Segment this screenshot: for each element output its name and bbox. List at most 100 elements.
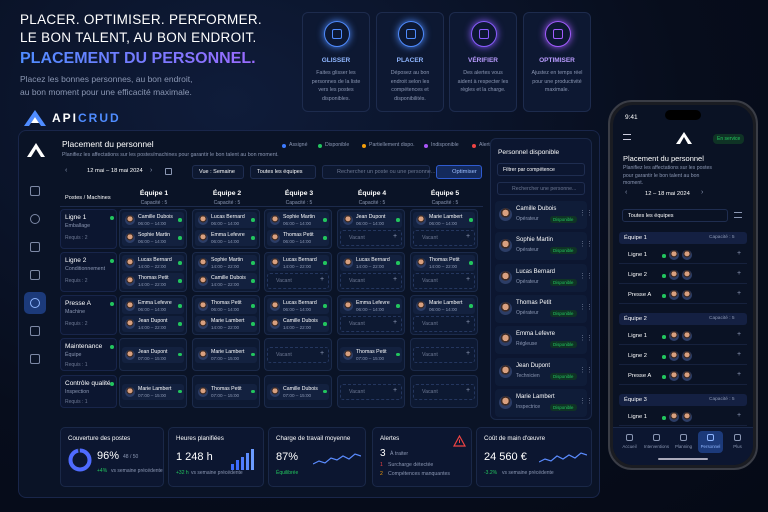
- sidebar-icon[interactable]: [30, 354, 40, 364]
- add-button[interactable]: +: [737, 290, 742, 297]
- assignment-chip[interactable]: Lucas Bernard 14:00 – 22:00: [340, 255, 402, 271]
- assignment-chip[interactable]: Sophie Martin 14:00 – 22:00: [195, 255, 257, 271]
- drag-handle: ⋮⋮: [579, 272, 593, 280]
- teams-select[interactable]: Toutes les équipes: [250, 165, 316, 179]
- person-card[interactable]: Sophie Martin Opérateur Disponible ⋮⋮: [495, 232, 593, 261]
- vacant-slot[interactable]: Vacant +: [267, 273, 329, 289]
- menu-icon[interactable]: [623, 134, 631, 140]
- line-row: Ligne 1 +: [619, 409, 747, 426]
- assignment-chip[interactable]: Thomas Petit 06:00 – 14:00: [267, 230, 329, 246]
- vacant-slot[interactable]: Vacant +: [340, 230, 402, 246]
- nav-label[interactable]: Personnel: [700, 444, 721, 449]
- assignment-chip[interactable]: Emma Lefevre 06:00 – 14:00: [195, 230, 257, 246]
- skill-filter[interactable]: Filtrer par compétence: [497, 163, 585, 176]
- nav-label[interactable]: Accueil: [622, 444, 637, 449]
- assignment-chip[interactable]: Sophie Martin 06:00 – 14:00: [122, 230, 184, 246]
- assignment-chip[interactable]: Marie Lambert 14:00 – 22:00: [195, 316, 257, 332]
- status-dot: [110, 302, 114, 306]
- avatar: [416, 215, 426, 225]
- sidebar-icon[interactable]: [30, 186, 40, 196]
- vacant-slot[interactable]: Vacant +: [413, 316, 475, 332]
- person-name: Thomas Petit: [516, 299, 552, 306]
- avatar: [499, 270, 512, 284]
- assignment-chip[interactable]: Marie Lambert 06:00 – 14:00: [413, 298, 475, 314]
- add-button[interactable]: +: [737, 351, 742, 358]
- vacant-slot[interactable]: Vacant +: [340, 383, 402, 400]
- assignment-chip[interactable]: Marie Lambert 07:00 – 15:00: [122, 383, 184, 400]
- person-card[interactable]: Camille Dubois Opérateur Disponible ⋮⋮: [495, 201, 593, 229]
- person-card[interactable]: Lucas Bernard Opérateur Disponible ⋮⋮: [495, 263, 593, 292]
- row-type: Emballage: [65, 223, 91, 229]
- sidebar-icon[interactable]: [30, 326, 40, 336]
- assignment-chip[interactable]: Camille Dubois 14:00 – 22:00: [267, 316, 329, 332]
- nav-icon[interactable]: [653, 434, 660, 441]
- next-button[interactable]: ›: [150, 167, 153, 174]
- person-name: Camille Dubois: [211, 275, 246, 281]
- person-name: Jean Dupont: [138, 318, 168, 324]
- assignment-chip[interactable]: Camille Dubois 06:00 – 14:00: [122, 212, 184, 228]
- vacant-slot[interactable]: Vacant +: [267, 346, 329, 363]
- person-name: Sophie Martin: [516, 237, 554, 244]
- add-button[interactable]: +: [737, 371, 742, 378]
- view-select[interactable]: Vue : Semaine: [192, 165, 244, 179]
- sidebar-icon[interactable]: [30, 242, 40, 252]
- assignment-chip[interactable]: Lucas Bernard 14:00 – 22:00: [122, 255, 184, 271]
- assignment-chip[interactable]: Marie Lambert 07:00 – 15:00: [195, 346, 257, 363]
- nav-label[interactable]: Interventions: [643, 444, 670, 449]
- assignment-chip[interactable]: Emma Lefevre 06:00 – 14:00: [122, 298, 184, 314]
- status-dot: [396, 218, 400, 222]
- assignment-chip[interactable]: Sophie Martin 06:00 – 14:00: [267, 212, 329, 228]
- prev-button[interactable]: ‹: [625, 189, 628, 196]
- nav-active[interactable]: [698, 431, 723, 453]
- vacant-slot[interactable]: Vacant +: [413, 346, 475, 363]
- nav-icon[interactable]: [626, 434, 633, 441]
- vacant-slot[interactable]: Vacant +: [413, 383, 475, 400]
- assignment-chip[interactable]: Jean Dupont 14:00 – 22:00: [122, 316, 184, 332]
- assignment-chip[interactable]: Emma Lefevre 06:00 – 14:00: [340, 298, 402, 314]
- vacant-label: Vacant: [422, 321, 438, 327]
- add-button[interactable]: +: [737, 412, 742, 419]
- vacant-slot[interactable]: Vacant +: [413, 273, 475, 289]
- search-box[interactable]: Rechercher un poste ou une personne...: [322, 165, 435, 179]
- vacant-slot[interactable]: Vacant +: [340, 316, 402, 332]
- sidebar-icon[interactable]: [30, 214, 40, 224]
- person-card[interactable]: Jean Dupont Technicien Disponible ⋮⋮: [495, 357, 593, 386]
- person-card[interactable]: Thomas Petit Opérateur Disponible ⋮⋮: [495, 294, 593, 323]
- assignment-chip[interactable]: Lucas Bernard 06:00 – 14:00: [267, 298, 329, 314]
- icon: [538, 452, 588, 463]
- phone-filter[interactable]: Toutes les équipes: [622, 209, 728, 222]
- assignment-chip[interactable]: Jean Dupont 07:00 – 15:00: [122, 346, 184, 363]
- assignment-chip[interactable]: Marie Lambert 06:00 – 14:00: [413, 212, 475, 228]
- vacant-slot[interactable]: Vacant +: [340, 273, 402, 289]
- assignment-chip[interactable]: Thomas Petit 14:00 – 22:00: [122, 273, 184, 289]
- nav-label[interactable]: Plus: [733, 444, 742, 449]
- nav-label[interactable]: Planning: [674, 444, 693, 449]
- assignment-chip[interactable]: Thomas Petit 06:00 – 14:00: [195, 298, 257, 314]
- sidebar-icon[interactable]: [30, 298, 40, 308]
- assignment-chip[interactable]: Thomas Petit 07:00 – 15:00: [195, 383, 257, 400]
- vacant-slot[interactable]: Vacant +: [413, 230, 475, 246]
- assignment-chip[interactable]: Jean Dupont 06:00 – 14:00: [340, 212, 402, 228]
- assignment-chip[interactable]: Lucas Bernard 06:00 – 14:00: [195, 212, 257, 228]
- assignment-chip[interactable]: Camille Dubois 07:00 – 15:00: [267, 383, 329, 400]
- nav-icon[interactable]: [707, 434, 714, 441]
- nav-icon[interactable]: [734, 434, 741, 441]
- filter-icon[interactable]: [734, 212, 742, 218]
- line-row: Presse A +: [619, 287, 747, 304]
- add-button[interactable]: +: [737, 250, 742, 257]
- add-button[interactable]: +: [737, 270, 742, 277]
- nav-icon[interactable]: [680, 434, 687, 441]
- optimize-button[interactable]: Optimiser: [436, 165, 482, 179]
- assignment-chip[interactable]: Camille Dubois 14:00 – 22:00: [195, 273, 257, 289]
- prev-button[interactable]: ‹: [65, 167, 68, 174]
- assignment-chip[interactable]: Thomas Petit 07:00 – 15:00: [340, 346, 402, 363]
- assignment-chip[interactable]: Lucas Bernard 14:00 – 22:00: [267, 255, 329, 271]
- add-button[interactable]: +: [737, 331, 742, 338]
- person-search[interactable]: Rechercher une personne...: [497, 182, 585, 195]
- next-button[interactable]: ›: [701, 189, 704, 196]
- sidebar-icon[interactable]: [30, 270, 40, 280]
- person-card[interactable]: Emma Lefevre Régleuse Disponible ⋮⋮: [495, 326, 593, 355]
- person-card[interactable]: Marie Lambert Inspectrice Disponible ⋮⋮: [495, 388, 593, 417]
- feature-icon: [545, 21, 571, 47]
- assignment-chip[interactable]: Thomas Petit 14:00 – 22:00: [413, 255, 475, 271]
